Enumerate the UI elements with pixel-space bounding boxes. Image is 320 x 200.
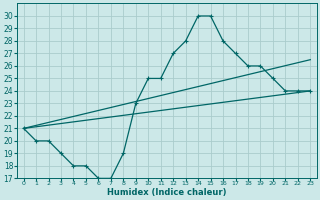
X-axis label: Humidex (Indice chaleur): Humidex (Indice chaleur) <box>107 188 227 197</box>
